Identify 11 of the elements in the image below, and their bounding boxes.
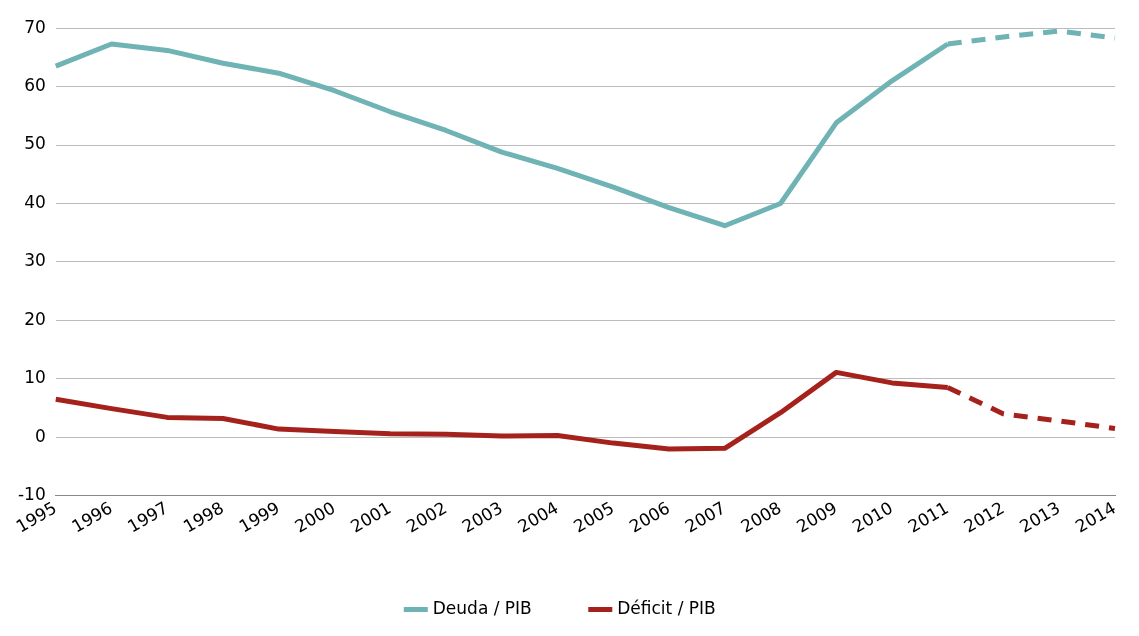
- y-tick-label: 50: [24, 133, 46, 154]
- y-tick-label: 40: [24, 191, 46, 212]
- y-tick-label: 10: [24, 367, 46, 388]
- y-tick-label: -10: [17, 484, 46, 505]
- y-tick-label: 0: [34, 425, 46, 446]
- y-tick-label: 60: [24, 75, 46, 96]
- legend-label: Déficit / PIB: [617, 597, 716, 618]
- y-tick-label: 20: [24, 308, 46, 329]
- legend-label: Deuda / PIB: [432, 597, 532, 618]
- y-tick-label: 70: [24, 16, 46, 37]
- y-tick-label: 30: [24, 250, 46, 271]
